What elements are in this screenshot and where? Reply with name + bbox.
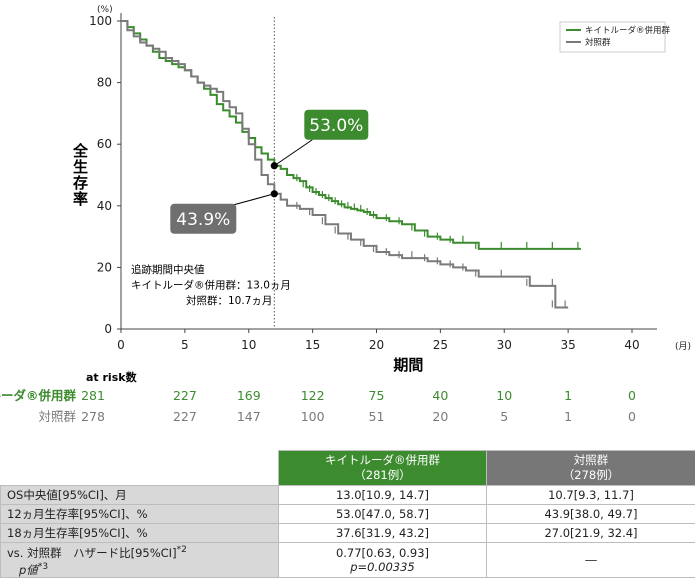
x-tick-label: 25: [433, 338, 448, 352]
y-tick-label: 0: [104, 322, 112, 336]
at-risk-value: 1: [564, 388, 572, 403]
table-row: 12ヵ月生存率[95%CI]、% 53.0[47.0, 58.7] 43.9[3…: [0, 504, 695, 524]
callout-label: 53.0%: [309, 116, 363, 136]
header-pembro-label: キイトルーダ®併用群: [325, 453, 440, 467]
callout-layer: 53.0% 43.9%: [170, 109, 369, 234]
x-tick-label: 15: [305, 338, 320, 352]
row-pembro-value: 13.0[10.9, 14.7]: [278, 485, 487, 505]
legend-label: キイトルーダ®併用群: [585, 25, 671, 36]
at-risk-value: 0: [628, 409, 636, 424]
row-pembro-value: 53.0[47.0, 58.7]: [278, 504, 487, 524]
at-risk-value: 10: [496, 388, 512, 403]
row-control-value: 27.0[21.9, 32.4]: [486, 523, 695, 543]
x-tick-label: 10: [241, 338, 256, 352]
p-note: *3: [37, 561, 49, 572]
at-risk-value: 75: [369, 388, 385, 403]
legend-label: 対照群: [585, 37, 611, 48]
p-value: p=0.00335: [350, 559, 415, 574]
at-risk-table: at risk数キイトルーダ®併用群28122716912275401010対照…: [0, 370, 636, 424]
at-risk-value: 227: [173, 409, 197, 424]
series-layer: [121, 20, 581, 309]
table-row-hazard-ratio: vs. 対照群 ハザード比[95%CI]*2 p値*3 0.77[0.63, 0…: [0, 542, 695, 578]
at-risk-row-label: キイトルーダ®併用群: [0, 388, 76, 403]
y-tick-label: 80: [97, 76, 112, 90]
at-risk-title: at risk数: [86, 370, 138, 384]
followup-line: 対照群：10.7ヵ月: [186, 294, 272, 307]
at-risk-value: 147: [237, 409, 261, 424]
p-label: p値: [19, 562, 38, 577]
y-tick-label: 100: [89, 14, 112, 28]
header-control-n: （278例）: [562, 468, 620, 482]
summary-table: キイトルーダ®併用群 （281例） 対照群 （278例） OS中央値[95%CI]、…: [0, 450, 695, 578]
callout-box: [304, 109, 369, 140]
callout-label: 43.9%: [176, 210, 230, 230]
x-tick-label: 0: [117, 338, 125, 352]
x-tick-label: 30: [497, 338, 512, 352]
callout-box: [170, 203, 237, 234]
x-axis-label: 期間: [393, 356, 423, 374]
at-risk-value: 51: [369, 409, 385, 424]
axes: 0 20 40 60 80 100 0 5 10 15 20 25 30 35 40 (%) (月) 期間 全生存率: [71, 5, 691, 374]
y-tick-label: 20: [97, 260, 112, 274]
hr-value: 0.77[0.63, 0.93]: [335, 545, 430, 560]
y-unit: (%): [97, 5, 113, 15]
row-label: 12ヵ月生存率[95%CI]、%: [0, 504, 279, 524]
at-risk-value: 20: [432, 409, 448, 424]
row-pembro-value: 37.6[31.9, 43.2]: [278, 523, 487, 543]
at-risk-value: 5: [500, 409, 508, 424]
series-line-control: [121, 20, 569, 309]
at-risk-value: 1: [564, 409, 572, 424]
hazard-ratio-label: vs. 対照群 ハザード比[95%CI]*2 p値*3: [0, 542, 279, 578]
at-risk-value: 0: [628, 388, 636, 403]
at-risk-value: 40: [432, 388, 448, 403]
hazard-ratio-value: 0.77[0.63, 0.93] p=0.00335: [278, 542, 487, 578]
at-risk-row-label: 対照群: [38, 409, 76, 424]
header-control-label: 対照群: [573, 453, 609, 467]
followup-line: 追跡期間中央値: [131, 263, 205, 276]
at-risk-value: 100: [301, 409, 325, 424]
vs-note: *2: [176, 545, 187, 555]
header-pembro: キイトルーダ®併用群 （281例）: [278, 450, 487, 486]
at-risk-value: 227: [173, 388, 197, 403]
x-tick-label: 40: [624, 338, 639, 352]
y-axis-label: 全生存率: [71, 142, 89, 207]
x-tick-label: 20: [369, 338, 384, 352]
row-label: 18ヵ月生存率[95%CI]、%: [0, 523, 279, 543]
at-risk-value: 122: [301, 388, 325, 403]
callout-leader: [274, 139, 313, 167]
table-row: 18ヵ月生存率[95%CI]、% 37.6[31.9, 43.2] 27.0[2…: [0, 523, 695, 543]
header-blank: [0, 450, 279, 486]
legend-box: [559, 21, 666, 53]
series-line-pembro: [121, 20, 581, 250]
header-pembro-n: （281例）: [354, 468, 411, 482]
at-risk-value: 281: [81, 388, 105, 403]
vs-label: vs. 対照群 ハザード比[95%CI]: [7, 545, 177, 560]
table-row: OS中央値[95%CI]、月 13.0[10.9, 14.7] 10.7[9.3…: [0, 485, 695, 505]
callout-leader: [230, 193, 275, 207]
row-control-value: 43.9[38.0, 49.7]: [486, 504, 695, 524]
row-control-value: 10.7[9.3, 11.7]: [486, 485, 695, 505]
control-dash: ―: [486, 542, 695, 578]
y-tick-label: 40: [97, 199, 112, 213]
x-tick-label: 35: [560, 338, 575, 352]
x-unit: (月): [675, 341, 691, 352]
followup-line: キイトルーダ®併用群：13.0ヵ月: [131, 279, 291, 292]
row-label: OS中央値[95%CI]、月: [0, 485, 279, 505]
at-risk-value: 278: [81, 409, 105, 424]
header-control: 対照群 （278例）: [486, 450, 695, 486]
at-risk-value: 169: [237, 388, 261, 403]
x-tick-label: 5: [181, 338, 189, 352]
y-tick-label: 60: [97, 137, 112, 151]
